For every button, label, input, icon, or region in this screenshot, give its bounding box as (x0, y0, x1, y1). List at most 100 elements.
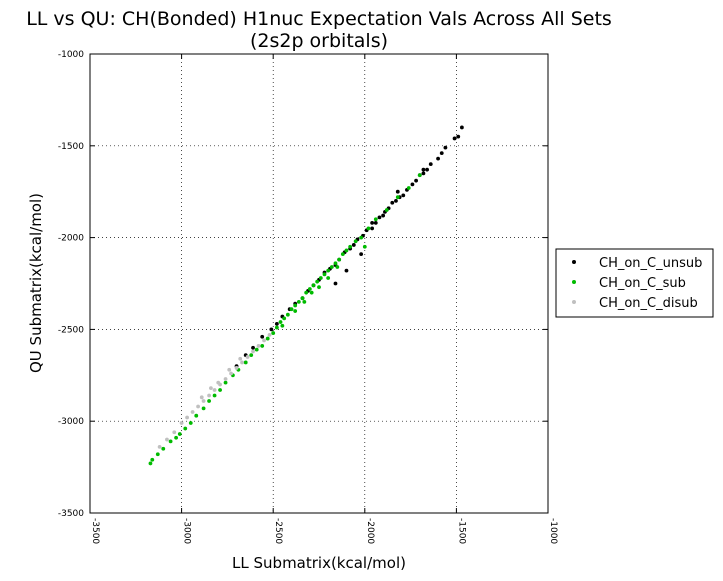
data-point (280, 323, 285, 328)
data-point (293, 303, 298, 308)
data-point (157, 445, 162, 449)
data-point (370, 221, 375, 225)
data-point (172, 430, 177, 435)
data-point (373, 217, 378, 222)
data-point (395, 189, 400, 194)
data-point (274, 325, 279, 330)
legend-marker (572, 280, 576, 284)
data-point (335, 265, 340, 269)
data-point (274, 321, 279, 326)
data-point (188, 421, 193, 425)
data-point (289, 307, 294, 312)
data-point (293, 309, 298, 313)
x-tick-label: -1000 (548, 518, 558, 544)
legend-label: CH_on_C_sub (599, 276, 686, 291)
data-point (348, 244, 353, 249)
data-point (262, 338, 266, 343)
data-point (278, 320, 283, 324)
data-point (150, 457, 155, 462)
legend: CH_on_C_unsub CH_on_C_sub CH_on_C_disub (555, 248, 714, 318)
data-point (395, 195, 400, 200)
data-point (344, 248, 349, 253)
data-point (254, 347, 259, 352)
data-point (285, 312, 290, 317)
data-point (436, 156, 440, 161)
x-axis-label: LL Submatrix(kcal/mol) (232, 554, 406, 572)
plot-frame (89, 53, 549, 514)
data-points (148, 125, 464, 466)
data-point (249, 353, 254, 358)
data-point (452, 136, 457, 141)
data-point (307, 287, 312, 291)
data-point (425, 167, 429, 172)
data-point (315, 279, 320, 284)
data-point (216, 380, 221, 385)
data-point (344, 268, 349, 273)
y-tick-label: -2000 (58, 234, 84, 244)
data-point (414, 178, 418, 183)
axis-ticks (89, 53, 549, 514)
data-point (234, 366, 239, 370)
data-point (326, 268, 331, 273)
data-point (223, 377, 228, 381)
series-CH_on_C_disub (157, 333, 272, 449)
data-point (417, 173, 422, 178)
data-point (229, 371, 233, 376)
data-point (201, 399, 206, 403)
y-tick-label: -2500 (58, 325, 84, 335)
data-point (322, 272, 327, 277)
legend-frame (555, 248, 714, 318)
data-point (428, 162, 433, 167)
data-point (353, 239, 358, 244)
data-point (456, 134, 461, 139)
data-point (179, 421, 184, 425)
data-point (406, 186, 411, 190)
data-point (227, 367, 232, 372)
data-point (362, 244, 367, 249)
data-point (185, 415, 189, 420)
data-point (196, 404, 200, 409)
data-point (304, 290, 309, 295)
data-point (183, 426, 188, 431)
data-point (265, 336, 270, 341)
data-point (329, 265, 334, 269)
legend-label: CH_on_C_unsub (599, 256, 702, 271)
legend-label: CH_on_C_disub (599, 296, 698, 311)
data-point (351, 243, 356, 247)
data-point (199, 395, 204, 400)
series-CH_on_C_sub (148, 173, 422, 466)
data-point (410, 182, 415, 187)
data-point (223, 380, 228, 385)
data-point (384, 208, 389, 212)
data-point (394, 198, 398, 203)
data-point (243, 360, 248, 365)
data-point (337, 257, 342, 262)
data-point (190, 410, 195, 414)
data-point (240, 360, 244, 365)
data-point (359, 235, 364, 240)
x-tick-label: -2500 (273, 518, 283, 544)
data-point (165, 437, 169, 442)
chart-subtitle: (2s2p orbitals) (250, 30, 388, 52)
data-point (212, 393, 217, 398)
data-point (390, 200, 395, 205)
x-tick-label: -3000 (182, 518, 192, 544)
data-point (212, 388, 217, 392)
data-point (207, 393, 211, 398)
data-point (155, 452, 160, 457)
data-point (260, 344, 265, 348)
data-point (359, 252, 364, 257)
data-point (174, 435, 179, 440)
data-point (401, 193, 406, 198)
data-point (381, 213, 386, 218)
data-point (443, 145, 448, 150)
data-point (251, 349, 255, 354)
data-point (421, 167, 426, 172)
data-point (302, 299, 307, 304)
data-point (318, 276, 323, 280)
data-point (373, 221, 378, 225)
data-point (370, 226, 375, 231)
data-point (148, 461, 153, 466)
data-point (251, 345, 255, 350)
